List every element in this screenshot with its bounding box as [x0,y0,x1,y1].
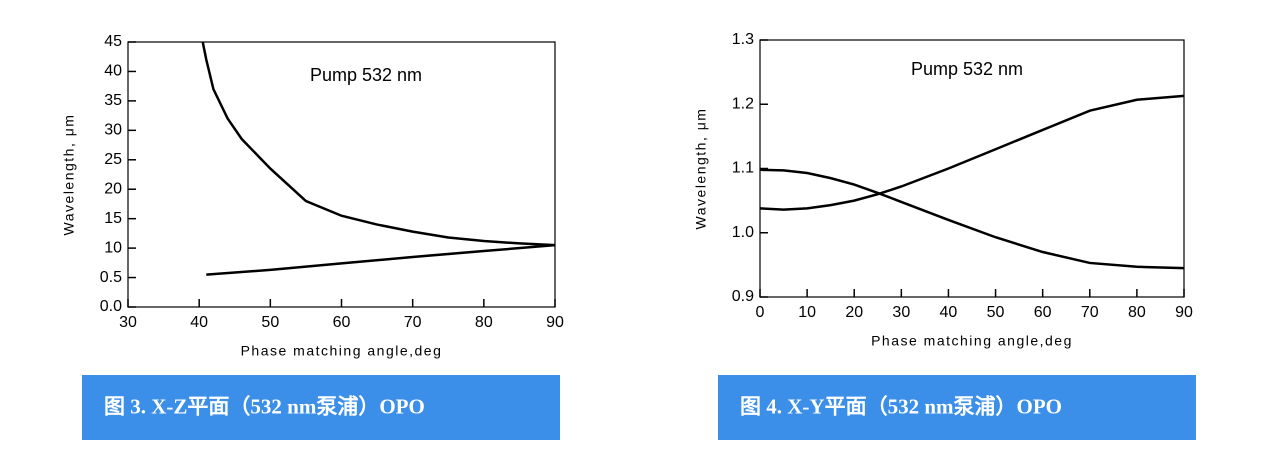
x-tick-label: 10 [798,304,816,321]
y-tick-label: 45 [104,33,122,50]
y-tick-label: 1.2 [732,95,754,112]
y-tick-label: 0.5 [100,269,122,286]
y-axis-label: Wavelength, μm [693,108,709,230]
x-tick-label: 90 [546,314,564,331]
x-tick-label: 20 [845,304,863,321]
y-tick-label: 1.1 [732,160,754,177]
y-tick-label: 20 [104,180,122,197]
x-tick-label: 0 [756,304,765,321]
y-tick-label: 35 [104,92,122,109]
x-tick-label: 60 [333,314,351,331]
caption-box [718,375,1196,440]
x-tick-label: 60 [1034,304,1052,321]
y-tick-label: 0.0 [100,298,122,315]
y-tick-label: 1.3 [732,31,754,48]
caption: 图 3. X-Z平面（532 nm泵浦）OPO [104,394,425,418]
x-tick-label: 40 [940,304,958,321]
x-tick-label: 70 [1081,304,1099,321]
x-tick-label: 90 [1175,304,1193,321]
x-tick-label: 50 [987,304,1005,321]
x-tick-label: 40 [190,314,208,331]
y-tick-label: 10 [104,239,122,256]
y-tick-label: 0.9 [732,288,754,305]
x-tick-label: 80 [1128,304,1146,321]
x-tick-label: 80 [475,314,493,331]
curve [759,168,1185,270]
y-tick-label: 40 [104,63,122,80]
caption: 图 4. X-Y平面（532 nm泵浦）OPO [740,394,1062,418]
y-tick-label: 30 [104,122,122,139]
annotation: Pump 532 nm [911,59,1023,79]
x-axis-label: Phase matching angle,deg [241,343,443,359]
x-axis-label: Phase matching angle,deg [871,333,1073,349]
curve [759,94,1185,211]
x-tick-label: 50 [261,314,279,331]
annotation: Pump 532 nm [310,65,422,85]
curve [201,41,556,247]
y-axis-label: Wavelength, μm [61,114,77,236]
x-tick-label: 70 [404,314,422,331]
x-tick-label: 30 [892,304,910,321]
curve [206,243,556,276]
caption-box [82,375,560,440]
y-tick-label: 1.0 [732,224,754,241]
y-tick-label: 15 [104,210,122,227]
x-tick-label: 30 [119,314,137,331]
y-tick-label: 25 [104,151,122,168]
